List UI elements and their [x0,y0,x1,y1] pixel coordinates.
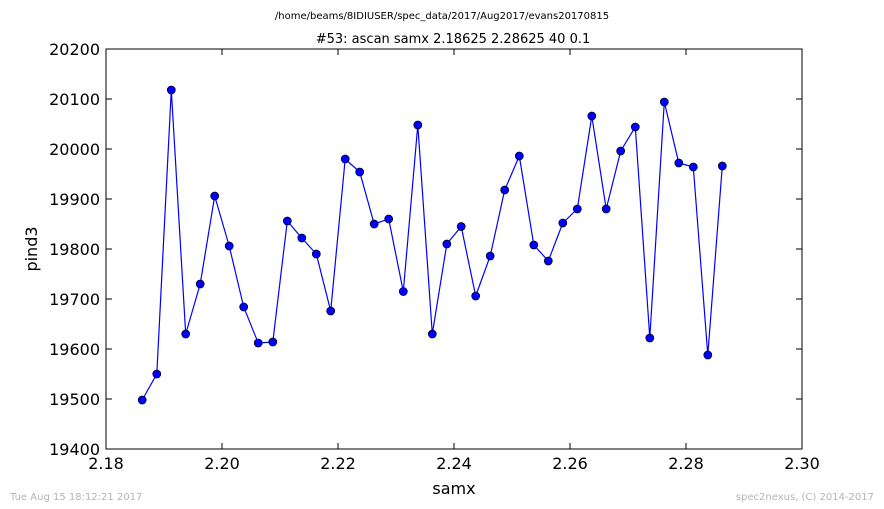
data-point [456,222,466,231]
data-point [659,97,669,107]
data-point [239,302,249,312]
data-point [703,350,713,360]
data-point [311,249,321,259]
data-point [500,185,510,195]
data-point [413,120,423,130]
data-point [195,279,205,289]
data-point [137,395,147,405]
y-tick-label: 19500 [49,390,100,409]
y-tick-label: 19600 [49,340,100,359]
x-axis-label: samx [432,479,475,498]
y-axis-label: pind3 [22,226,41,271]
data-point [485,251,495,261]
data-point [529,240,539,250]
y-tick-label: 19900 [49,190,100,209]
y-tick-label: 20100 [49,90,100,109]
y-tick-label: 19400 [49,440,100,459]
data-point [253,338,263,348]
x-tick-label: 2.28 [668,454,704,473]
chart-suptitle: /home/beams/8IDIUSER/spec_data/2017/Aug2… [275,11,609,22]
data-point [268,337,278,347]
data-point [369,219,379,229]
x-tick-label: 2.22 [320,454,356,473]
data-point [282,216,292,226]
data-point [427,329,437,339]
data-point [514,151,524,161]
data-point [355,167,365,177]
data-point [543,256,553,266]
data-point [558,218,568,228]
data-point [630,122,640,132]
data-point [326,306,336,316]
x-tick-label: 2.20 [204,454,240,473]
data-point [601,204,611,214]
data-point [587,111,597,121]
data-point [210,191,220,201]
y-tick-label: 20000 [49,140,100,159]
y-axis: 19400 19500 19600 19700 19800 19900 20000 20100… [49,40,802,459]
y-tick-label: 20200 [49,40,100,59]
data-point [166,85,176,95]
data-point [572,204,582,214]
data-point [442,239,452,249]
data-point [398,287,408,296]
data-point [674,158,684,168]
data-point [616,146,626,156]
data-point [717,161,727,171]
data-point [384,214,394,224]
y-tick-label: 19800 [49,240,100,259]
data-point [152,369,162,379]
data-point [688,162,698,172]
data-point [224,241,234,251]
data-point [645,333,655,343]
chart-title: #53: ascan samx 2.18625 2.28625 40 0.1 [316,32,591,47]
x-tick-label: 2.18 [88,454,124,473]
data-point [297,233,307,243]
x-axis: 2.18 2.20 2.22 2.24 2.26 2.28 2.30 [88,49,820,473]
data-point [340,154,350,164]
data-point [471,291,481,301]
series-markers [137,85,727,405]
plot-area [105,48,803,450]
x-tick-label: 2.30 [784,454,820,473]
footer-credit: spec2nexus, (C) 2014-2017 [735,492,874,503]
x-tick-label: 2.26 [552,454,588,473]
x-tick-label: 2.24 [436,454,472,473]
y-tick-label: 19700 [49,290,100,309]
footer-timestamp: Tue Aug 15 18:12:21 2017 [10,492,143,503]
data-point [181,329,191,339]
